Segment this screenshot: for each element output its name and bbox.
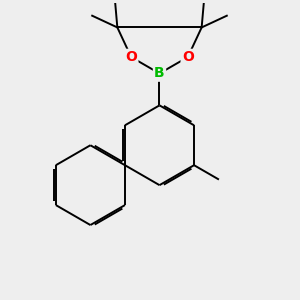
Text: B: B bbox=[154, 66, 165, 80]
Text: O: O bbox=[182, 50, 194, 64]
Text: O: O bbox=[125, 50, 137, 64]
